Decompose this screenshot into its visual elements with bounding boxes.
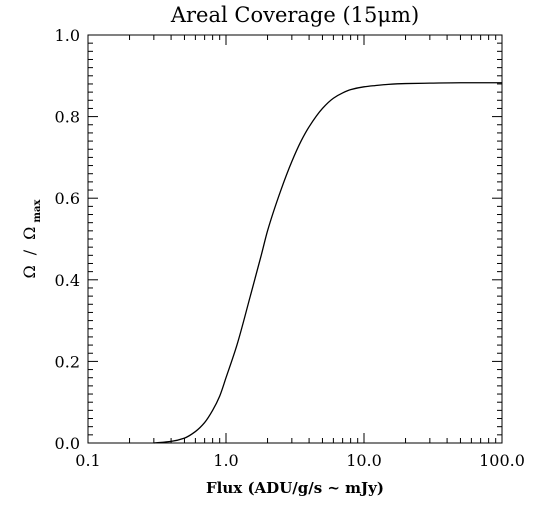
axis-tick-labels: 0.1 1.0 10.0 100.0 0.0 0.2 0.4 0.6 0.8 1.0	[55, 26, 525, 470]
y-label-subscript: max	[32, 198, 43, 222]
y-label-separator: /	[20, 249, 39, 255]
y-tick-label: 0.4	[55, 271, 80, 290]
y-label-numerator: Ω	[20, 265, 39, 278]
y-tick-label: 0.6	[55, 189, 80, 208]
x-tick-label: 10.0	[346, 451, 382, 470]
series-curve	[153, 82, 502, 444]
x-tick-label: 100.0	[479, 451, 525, 470]
x-axis-label: Flux (ADU/g/s ~ mJy)	[206, 479, 384, 497]
y-tick-label: 1.0	[55, 26, 80, 45]
chart-title: Areal Coverage (15μm)	[170, 3, 419, 27]
y-tick-label: 0.0	[55, 434, 80, 453]
plot-frame	[87, 34, 503, 444]
x-tick-label: 1.0	[213, 451, 238, 470]
y-axis-label: Ω / Ω max	[20, 198, 43, 278]
y-tick-label: 0.2	[55, 352, 80, 371]
y-tick-label: 0.8	[55, 108, 80, 127]
svg-text:Ω / Ω max: Ω / Ω max	[20, 198, 43, 278]
y-label-denominator: Ω	[20, 227, 39, 240]
x-tick-label: 0.1	[75, 451, 100, 470]
axis-ticks	[87, 34, 503, 444]
